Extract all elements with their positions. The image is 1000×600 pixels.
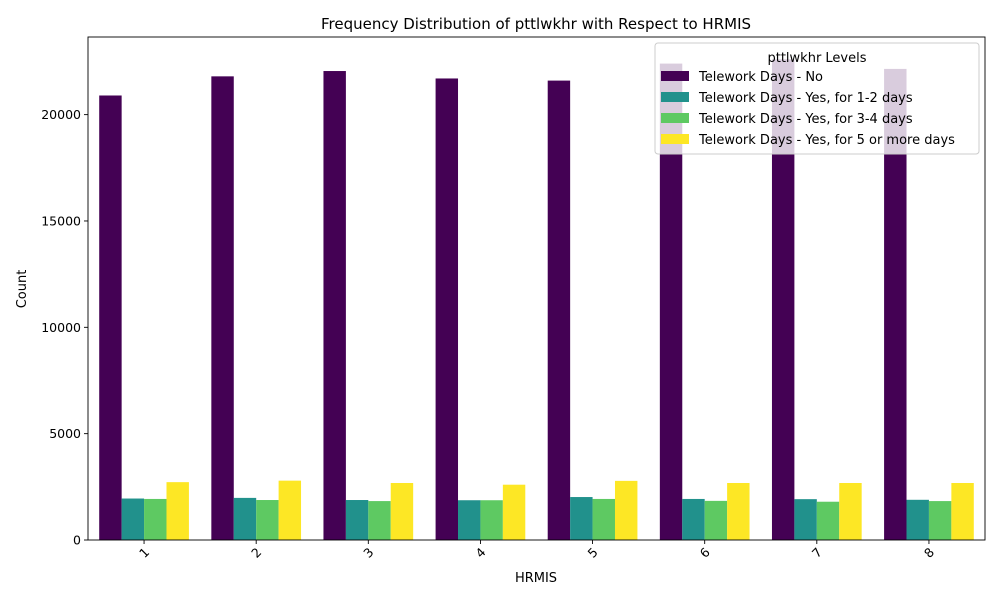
legend-swatch: [661, 134, 689, 144]
bar-2-hrmis-1: [121, 498, 145, 540]
chart-title: Frequency Distribution of pttlwkhr with …: [321, 15, 751, 33]
y-tick-label: 20000: [41, 107, 81, 122]
bar-1-hrmis-3: [323, 71, 346, 540]
legend-box: [654, 42, 980, 155]
y-axis-title: Count: [15, 270, 30, 309]
x-tick-label: 2: [248, 545, 264, 561]
y-tick-label: 0: [73, 533, 81, 548]
bar-4-hrmis-1: [166, 482, 189, 540]
bar-2-hrmis-3: [345, 500, 369, 540]
bar-3-hrmis-3: [368, 501, 391, 540]
legend-swatch: [661, 92, 689, 102]
bar-4-hrmis-7: [839, 483, 862, 540]
bar-2-hrmis-7: [794, 499, 817, 540]
x-axis-title: HRMIS: [515, 571, 557, 586]
bar-3-hrmis-2: [256, 500, 279, 540]
bar-1-hrmis-1: [99, 95, 122, 541]
x-tick-label: 1: [136, 545, 152, 561]
legend-title: pttlwkhr Levels: [767, 51, 866, 66]
legend-label: Telework Days - Yes, for 1-2 days: [698, 91, 913, 106]
bar-3-hrmis-5: [592, 498, 615, 540]
bar-4-hrmis-3: [390, 483, 414, 540]
bar-2-hrmis-5: [570, 497, 593, 540]
bar-3-hrmis-4: [480, 500, 503, 540]
bar-2-hrmis-2: [233, 497, 257, 540]
legend-swatch: [661, 71, 689, 81]
y-tick-label: 15000: [41, 213, 81, 228]
bars-layer: [99, 59, 974, 541]
plot-frame: [87, 36, 986, 541]
bar-4-hrmis-6: [727, 483, 750, 540]
bar-2-hrmis-6: [682, 498, 705, 540]
bar-1-hrmis-8: [884, 68, 907, 541]
bar-1-hrmis-2: [211, 76, 234, 540]
x-tick-label: 3: [360, 545, 376, 561]
y-axis: 0 5000 10000 15000 20000: [41, 107, 88, 548]
y-tick-label: 5000: [49, 426, 81, 441]
bar-4-hrmis-5: [614, 480, 638, 540]
bar-1-hrmis-6: [659, 63, 683, 541]
x-tick-label: 8: [921, 544, 937, 560]
legend-label: Telework Days - Yes, for 5 or more days: [698, 133, 955, 148]
bar-3-hrmis-7: [816, 501, 840, 540]
bar-2-hrmis-8: [906, 499, 929, 540]
x-tick-label: 5: [584, 545, 600, 561]
legend: pttlwkhr Levels Telework Days - NoTelewo…: [654, 42, 980, 155]
bar-4-hrmis-2: [278, 480, 302, 540]
bar-1-hrmis-7: [771, 59, 795, 540]
bar-3-hrmis-8: [928, 501, 952, 540]
y-tick-label: 10000: [41, 320, 81, 335]
bar-4-hrmis-4: [502, 484, 526, 540]
bar-4-hrmis-8: [951, 483, 974, 540]
bar-2-hrmis-4: [458, 500, 481, 540]
x-tick-label: 6: [697, 544, 713, 560]
bar-1-hrmis-4: [435, 78, 459, 540]
x-tick-label: 7: [809, 545, 825, 561]
bar-3-hrmis-6: [704, 500, 728, 540]
legend-label: Telework Days - No: [698, 70, 823, 85]
x-tick-label: 4: [472, 544, 488, 560]
legend-items: Telework Days - No Telework Days - Yes, f…: [661, 70, 955, 148]
legend-swatch: [661, 113, 689, 123]
x-axis: 1 2 3 4 5 6 7 8: [136, 540, 937, 561]
bar-1-hrmis-5: [547, 80, 571, 540]
bar-3-hrmis-1: [144, 498, 167, 540]
legend-label: Telework Days - Yes, for 3-4 days: [698, 112, 913, 127]
